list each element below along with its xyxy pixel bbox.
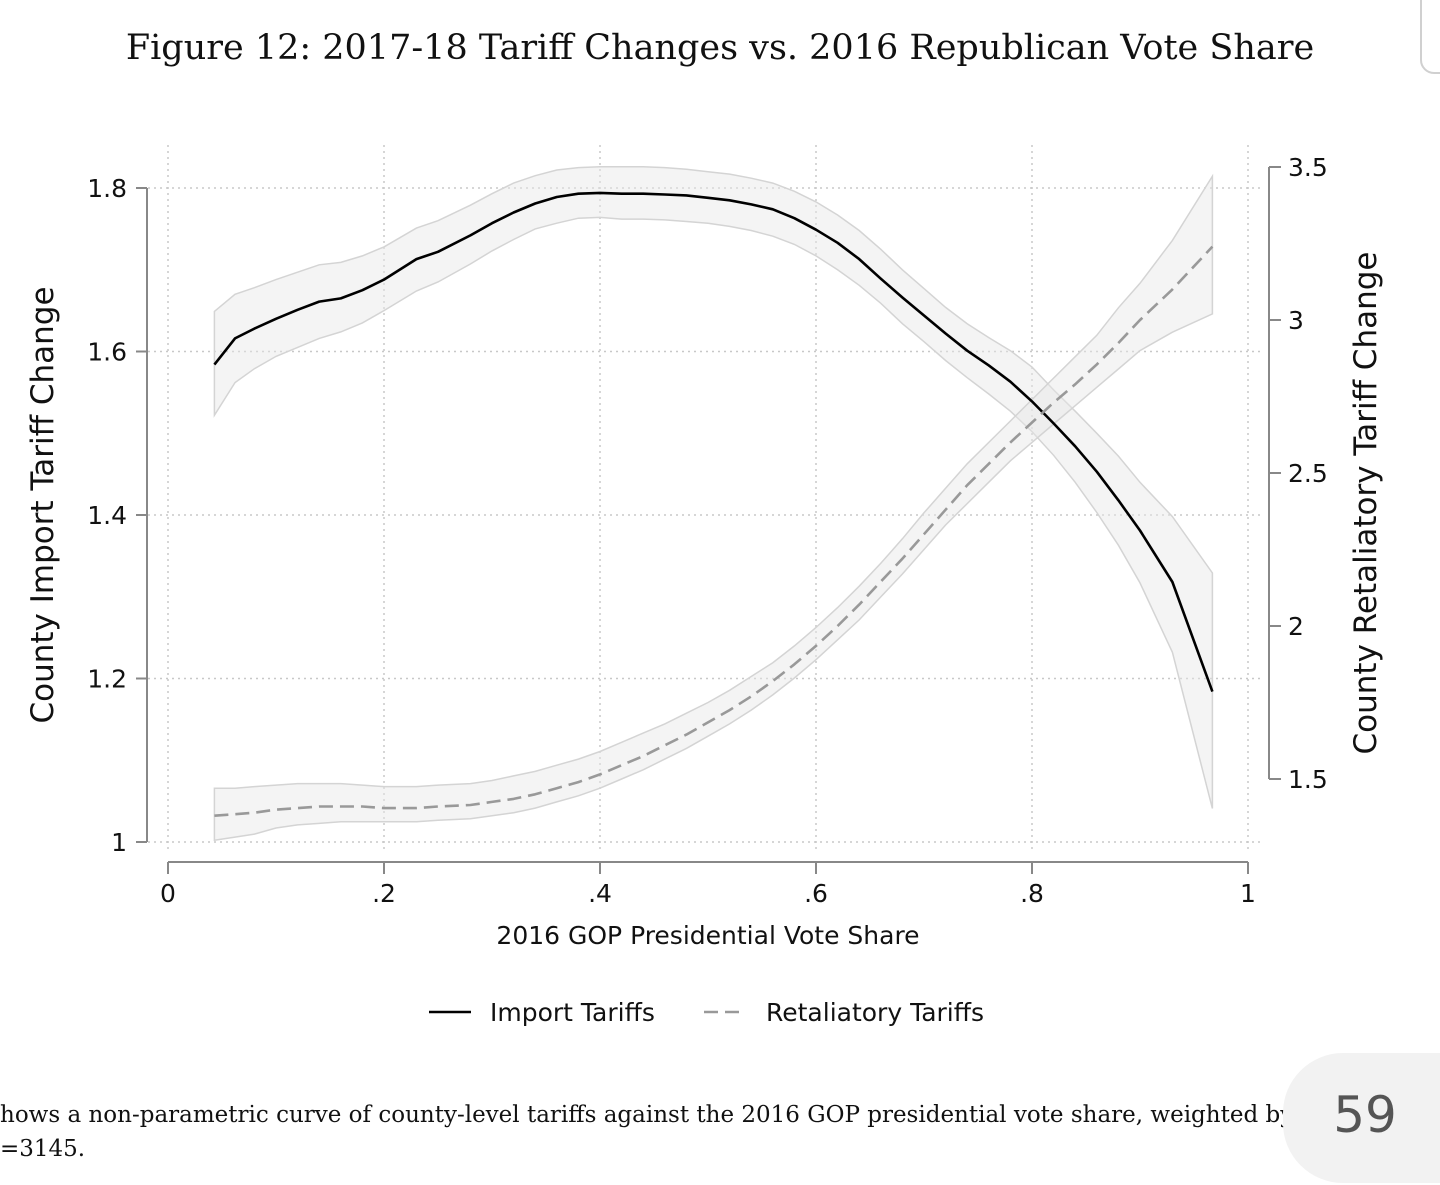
- legend-label-retaliatory: Retaliatory Tariffs: [766, 998, 984, 1027]
- y-tick-label: 1.8: [87, 174, 127, 203]
- x-tick-label: .8: [1020, 879, 1044, 908]
- y-right-tick-label: 1.5: [1288, 765, 1328, 794]
- axes: 1 1.2 1.4 1.6 1.8 0 .2 .4 .6 .8 1 1.5 2 2.5 3 3.5: [87, 153, 1328, 908]
- x-tick-label: .4: [588, 879, 612, 908]
- confidence-bands: [213, 165, 1214, 842]
- x-tick-label: .6: [804, 879, 828, 908]
- y-axis-label: County Import Tariff Change: [25, 286, 61, 723]
- caption-line-1: hows a non-parametric curve of county-le…: [0, 1102, 1330, 1128]
- corner-tab: [1420, 0, 1440, 74]
- legend-label-import: Import Tariffs: [490, 998, 655, 1027]
- y-right-axis-label: County Retaliatory Tariff Change: [1348, 252, 1384, 755]
- caption-line-2: =3145.: [0, 1136, 86, 1162]
- series-line-retaliatory: [214, 245, 1214, 817]
- figure-caption: hows a non-parametric curve of county-le…: [0, 1098, 1440, 1166]
- confidence-band-import: [213, 165, 1214, 809]
- legend: Import Tariffs Retaliatory Tariffs: [429, 998, 984, 1027]
- chart: 1 1.2 1.4 1.6 1.8 0 .2 .4 .6 .8 1 1.5 2 2.5 3 3.5 2016 …: [25, 145, 1384, 1027]
- series-line-import: [213, 191, 1214, 693]
- y-tick-label: 1.4: [87, 501, 127, 530]
- x-tick-label: 1: [1240, 879, 1256, 908]
- y-tick-label: 1.6: [87, 338, 127, 367]
- y-right-tick-label: 2.5: [1288, 459, 1328, 488]
- page-title: Figure 12: 2017-18 Tariff Changes vs. 20…: [125, 28, 1315, 68]
- y-tick-label: 1.2: [87, 665, 127, 694]
- y-right-tick-label: 2: [1288, 612, 1304, 641]
- y-right-tick-label: 3: [1288, 306, 1304, 335]
- y-right-tick-label: 3.5: [1288, 153, 1328, 182]
- axis-labels: 2016 GOP Presidential Vote Share County …: [25, 252, 1384, 950]
- series-lines: [213, 191, 1214, 817]
- page-number: 59: [1333, 1086, 1397, 1144]
- confidence-band-retaliatory: [213, 173, 1214, 842]
- y-tick-label: 1: [111, 828, 127, 857]
- page-number-badge: [1283, 1053, 1440, 1183]
- x-tick-label: 0: [160, 879, 176, 908]
- x-axis-label: 2016 GOP Presidential Vote Share: [496, 921, 919, 950]
- grid-layer: [148, 145, 1262, 852]
- x-tick-label: .2: [372, 879, 396, 908]
